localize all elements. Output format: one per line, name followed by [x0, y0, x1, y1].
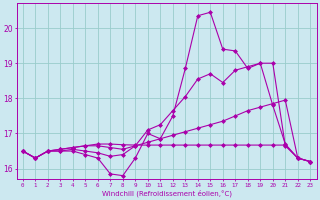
X-axis label: Windchill (Refroidissement éolien,°C): Windchill (Refroidissement éolien,°C)	[101, 189, 232, 197]
